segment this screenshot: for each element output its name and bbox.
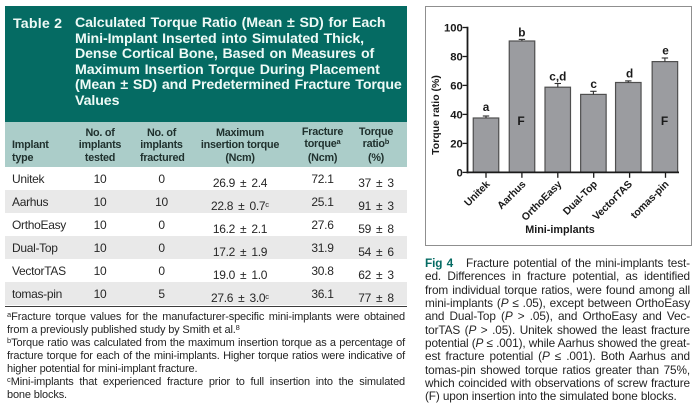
svg-text:60: 60 <box>450 80 463 92</box>
svg-text:100: 100 <box>444 23 463 35</box>
svg-text:c,d: c,d <box>549 69 566 83</box>
svg-text:tomas-pin: tomas-pin <box>629 179 671 221</box>
svg-text:80: 80 <box>450 52 463 64</box>
svg-text:b: b <box>518 25 525 39</box>
svg-text:c: c <box>590 77 597 91</box>
svg-text:40: 40 <box>450 109 463 121</box>
svg-text:F: F <box>661 114 668 128</box>
svg-text:a: a <box>483 100 490 114</box>
svg-text:Torque ratio (%): Torque ratio (%) <box>430 75 442 155</box>
svg-text:Aarhus: Aarhus <box>496 179 529 212</box>
svg-text:e: e <box>662 44 669 58</box>
svg-text:Unitek: Unitek <box>463 179 493 209</box>
svg-text:20: 20 <box>450 138 463 150</box>
svg-text:d: d <box>626 66 633 80</box>
svg-text:F: F <box>517 114 524 128</box>
svg-text:0: 0 <box>457 167 463 179</box>
svg-text:Mini-implants: Mini-implants <box>525 224 595 236</box>
